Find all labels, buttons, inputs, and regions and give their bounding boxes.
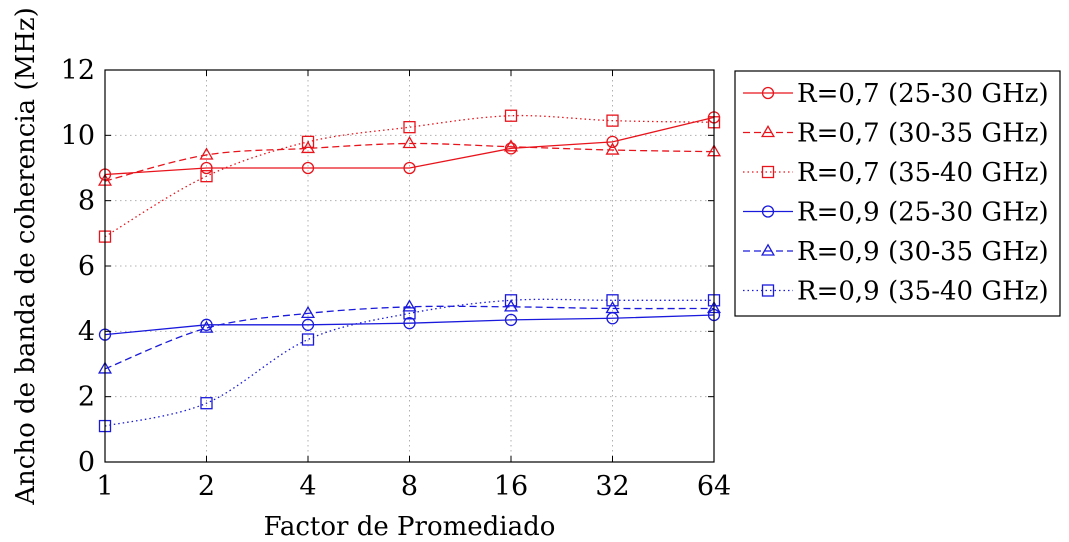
legend-swatch-marker (761, 86, 775, 100)
data-point-marker (300, 305, 316, 319)
data-point-marker (403, 161, 416, 175)
data-point-marker (200, 318, 213, 331)
x-tick-label: 8 (401, 471, 418, 502)
series-3 (98, 109, 721, 243)
data-point-marker (403, 317, 416, 330)
data-point-marker (402, 135, 417, 149)
series-4 (98, 308, 721, 341)
y-axis-label: Ancho de banda de coherencia (MHz) (11, 7, 41, 505)
x-tick-label: 64 (697, 471, 731, 502)
data-point-marker (606, 114, 619, 127)
data-point-marker (504, 313, 518, 327)
legend-label: R=0,7 (25-30 GHz) (797, 79, 1049, 109)
y-tick-label: 2 (78, 382, 95, 413)
data-point-marker (200, 397, 213, 410)
y-tick-label: 10 (61, 120, 95, 151)
x-tick-label: 32 (595, 471, 629, 502)
data-point-marker (301, 135, 315, 149)
legend-label: R=0,9 (35-40 GHz) (797, 277, 1049, 307)
y-tick-label: 12 (61, 55, 95, 86)
y-tick-label: 8 (78, 186, 95, 217)
y-tick-label: 6 (78, 251, 95, 282)
data-point-marker (504, 142, 518, 155)
data-point-marker (200, 161, 213, 175)
data-point-marker (504, 109, 518, 122)
data-point-marker (301, 333, 315, 346)
series-line (104, 116, 715, 176)
series-line (104, 305, 715, 370)
legend: R=0,7 (25-30 GHz) R=0,7 (30-35 GHz) R=0,7 … (734, 70, 1061, 317)
legend-swatch-marker (761, 165, 775, 179)
legend-label: R=0,9 (25-30 GHz) (797, 198, 1049, 228)
data-point-marker (200, 170, 213, 183)
series-line (104, 142, 715, 182)
y-tick-label: 4 (78, 316, 95, 347)
legend-box (734, 70, 1061, 317)
legend-label: R=0,7 (30-35 GHz) (797, 119, 1049, 149)
legend-swatch-marker (761, 284, 775, 297)
legend-swatch-marker (760, 124, 776, 138)
series-line (104, 114, 715, 238)
x-tick-label: 16 (494, 471, 528, 502)
series-line (104, 314, 715, 336)
legend-item: R=0,9 (30-35 GHz) (743, 237, 1049, 267)
legend-item: R=0,9 (25-30 GHz) (743, 198, 1049, 228)
data-point-marker (403, 307, 416, 320)
legend-item: R=0,7 (30-35 GHz) (743, 119, 1049, 149)
grid (105, 70, 714, 462)
data-point-marker (605, 300, 620, 314)
legend-swatch-marker (761, 205, 775, 218)
legend-item: R=0,7 (25-30 GHz) (743, 79, 1049, 109)
data-point-marker (504, 294, 518, 307)
x-tick-label: 1 (96, 471, 113, 502)
data-point-marker (606, 135, 619, 149)
legend-swatch-marker (760, 243, 776, 256)
data-point-marker (301, 161, 315, 175)
legend-item: R=0,9 (35-40 GHz) (743, 277, 1049, 307)
legend-label: R=0,9 (30-35 GHz) (797, 237, 1049, 267)
series-line (104, 298, 714, 427)
legend-item: R=0,7 (35-40 GHz) (743, 158, 1049, 188)
x-tick-label: 4 (299, 471, 316, 502)
data-point-marker (605, 142, 620, 155)
data-point-marker (199, 147, 214, 160)
y-tick-label: 0 (78, 447, 95, 478)
data-point-marker (503, 139, 519, 152)
data-point-marker (403, 121, 416, 134)
data-point-marker (606, 294, 619, 307)
data-point-marker (301, 318, 315, 331)
data-point-marker (402, 299, 417, 312)
series-1 (98, 111, 721, 181)
legend-label: R=0,7 (35-40 GHz) (797, 158, 1049, 188)
x-tick-label: 2 (198, 471, 215, 502)
x-axis-label: Factor de Promediado (264, 512, 556, 542)
data-point-marker (199, 320, 214, 333)
series-5 (97, 299, 722, 374)
